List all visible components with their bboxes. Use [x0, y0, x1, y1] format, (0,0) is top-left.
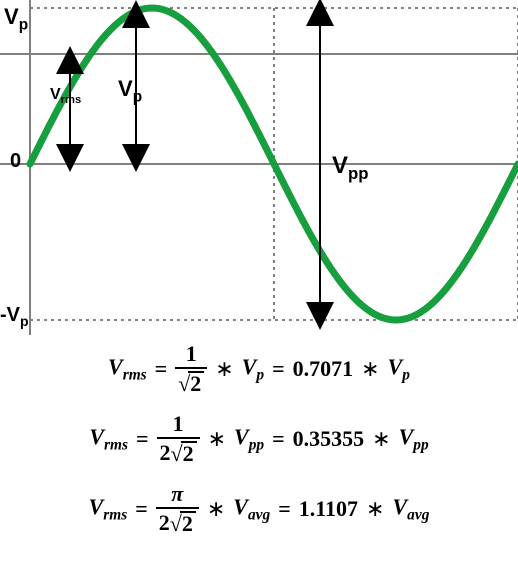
yaxis-label-vp-top: Vp — [4, 4, 28, 34]
equals-sign: = — [135, 496, 148, 522]
formula-rhs: Vavg — [392, 494, 429, 524]
formula-fraction: 1 √2 — [175, 343, 207, 395]
annotation-vrms: Vrms — [50, 86, 81, 106]
formula-row: Vrms = 1 2√2 ∗ Vpp = 0.35355 ∗ Vpp — [89, 413, 428, 465]
yaxis-label-zero: 0 — [10, 150, 21, 173]
formula-fraction: π 2√2 — [156, 483, 199, 535]
formula-mid: Vpp — [234, 424, 264, 454]
formula-coef: 1.1107 — [299, 496, 358, 522]
asterisk: ∗ — [361, 356, 379, 382]
equals-sign: = — [155, 356, 168, 382]
asterisk: ∗ — [208, 426, 226, 452]
equals-sign: = — [136, 426, 149, 452]
formula-lhs: Vrms — [108, 354, 147, 384]
sine-chart-svg — [0, 0, 518, 335]
asterisk: ∗ — [215, 356, 233, 382]
formula-row: Vrms = π 2√2 ∗ Vavg = 1.1107 ∗ Vavg — [89, 483, 430, 535]
formula-mid: Vp — [242, 354, 264, 384]
formula-coef: 0.7071 — [293, 356, 354, 382]
formula-row: Vrms = 1 √2 ∗ Vp = 0.7071 ∗ Vp — [108, 343, 410, 395]
formulas-block: Vrms = 1 √2 ∗ Vp = 0.7071 ∗ Vp Vrms = 1 … — [0, 335, 518, 535]
equals-sign: = — [272, 356, 285, 382]
sine-chart: Vp 0 -Vp Vrms Vp Vpp — [0, 0, 518, 335]
asterisk: ∗ — [372, 426, 390, 452]
formula-lhs: Vrms — [89, 424, 128, 454]
formula-fraction: 1 2√2 — [157, 413, 200, 465]
asterisk: ∗ — [366, 496, 384, 522]
formula-lhs: Vrms — [89, 494, 128, 524]
formula-rhs: Vp — [388, 354, 410, 384]
annotation-vpp: Vpp — [332, 152, 369, 184]
formula-coef: 0.35355 — [293, 426, 365, 452]
formula-mid: Vavg — [233, 494, 270, 524]
equals-sign: = — [272, 426, 285, 452]
equals-sign: = — [278, 496, 291, 522]
annotation-vp: Vp — [118, 76, 142, 106]
asterisk: ∗ — [207, 496, 225, 522]
yaxis-label-vp-bot: -Vp — [0, 304, 29, 329]
formula-rhs: Vpp — [399, 424, 429, 454]
